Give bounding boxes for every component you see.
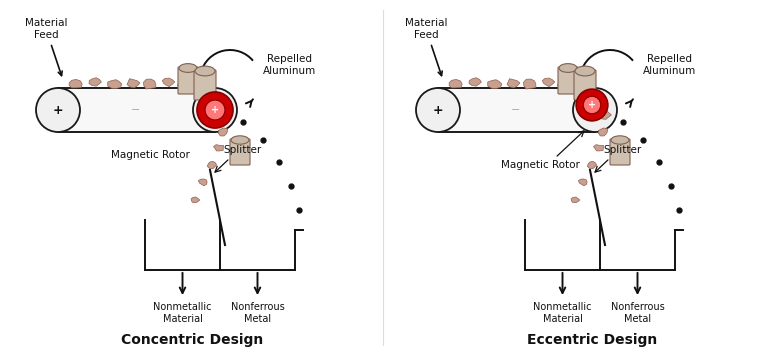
FancyBboxPatch shape [194,70,216,100]
Polygon shape [507,79,520,88]
Polygon shape [144,79,156,89]
Circle shape [573,88,617,132]
Ellipse shape [179,64,197,73]
Circle shape [197,92,233,128]
Ellipse shape [611,136,629,144]
Text: Repelled
Aluminum: Repelled Aluminum [644,54,697,76]
Ellipse shape [575,66,595,76]
Polygon shape [194,80,204,87]
Polygon shape [524,79,536,89]
Polygon shape [571,197,580,203]
FancyBboxPatch shape [230,139,250,165]
Bar [438,88,595,132]
Text: +: + [432,103,443,117]
Text: −: − [511,105,521,115]
Ellipse shape [231,136,249,144]
Text: Concentric Design: Concentric Design [121,333,263,347]
Ellipse shape [195,66,215,76]
Polygon shape [588,161,597,169]
Polygon shape [69,80,82,88]
Polygon shape [558,80,569,88]
Polygon shape [127,79,140,88]
Text: Magnetic Rotor: Magnetic Rotor [111,150,190,160]
Text: +: + [588,100,596,110]
FancyBboxPatch shape [178,67,198,94]
Polygon shape [574,80,584,87]
Text: Nonmetallic
Material: Nonmetallic Material [533,302,592,323]
Polygon shape [220,111,231,119]
Text: Nonferrous
Metal: Nonferrous Metal [611,302,664,323]
Text: Material
Feed: Material Feed [25,18,68,76]
Polygon shape [207,161,217,169]
FancyBboxPatch shape [558,67,578,94]
Polygon shape [598,128,607,136]
Text: +: + [211,105,219,115]
Text: Nonferrous
Metal: Nonferrous Metal [230,302,284,323]
Text: Nonmetallic
Material: Nonmetallic Material [154,302,212,323]
Circle shape [205,100,225,120]
Text: +: + [53,103,63,117]
Polygon shape [191,197,200,203]
Text: Material
Feed: Material Feed [405,18,447,76]
Polygon shape [108,80,122,88]
Polygon shape [177,80,189,88]
Polygon shape [214,145,223,151]
Circle shape [583,96,601,114]
Text: Eccentric Design: Eccentric Design [527,333,657,347]
Polygon shape [578,179,588,186]
Text: Repelled
Aluminum: Repelled Aluminum [263,54,316,76]
Circle shape [193,88,237,132]
Polygon shape [89,78,101,86]
Polygon shape [469,78,482,86]
FancyBboxPatch shape [574,70,596,100]
Polygon shape [162,78,175,87]
Bar [58,88,215,132]
Ellipse shape [559,64,577,73]
Circle shape [416,88,460,132]
Polygon shape [218,128,227,136]
Text: Splitter: Splitter [223,145,261,155]
Circle shape [36,88,80,132]
Text: Splitter: Splitter [603,145,641,155]
FancyBboxPatch shape [610,139,630,165]
Polygon shape [542,78,554,87]
Text: Magnetic Rotor: Magnetic Rotor [501,160,579,170]
Text: −: − [131,105,141,115]
Polygon shape [594,145,604,151]
Polygon shape [488,80,502,88]
Polygon shape [449,80,462,88]
Polygon shape [600,111,611,119]
Circle shape [576,89,607,121]
Polygon shape [198,179,207,186]
